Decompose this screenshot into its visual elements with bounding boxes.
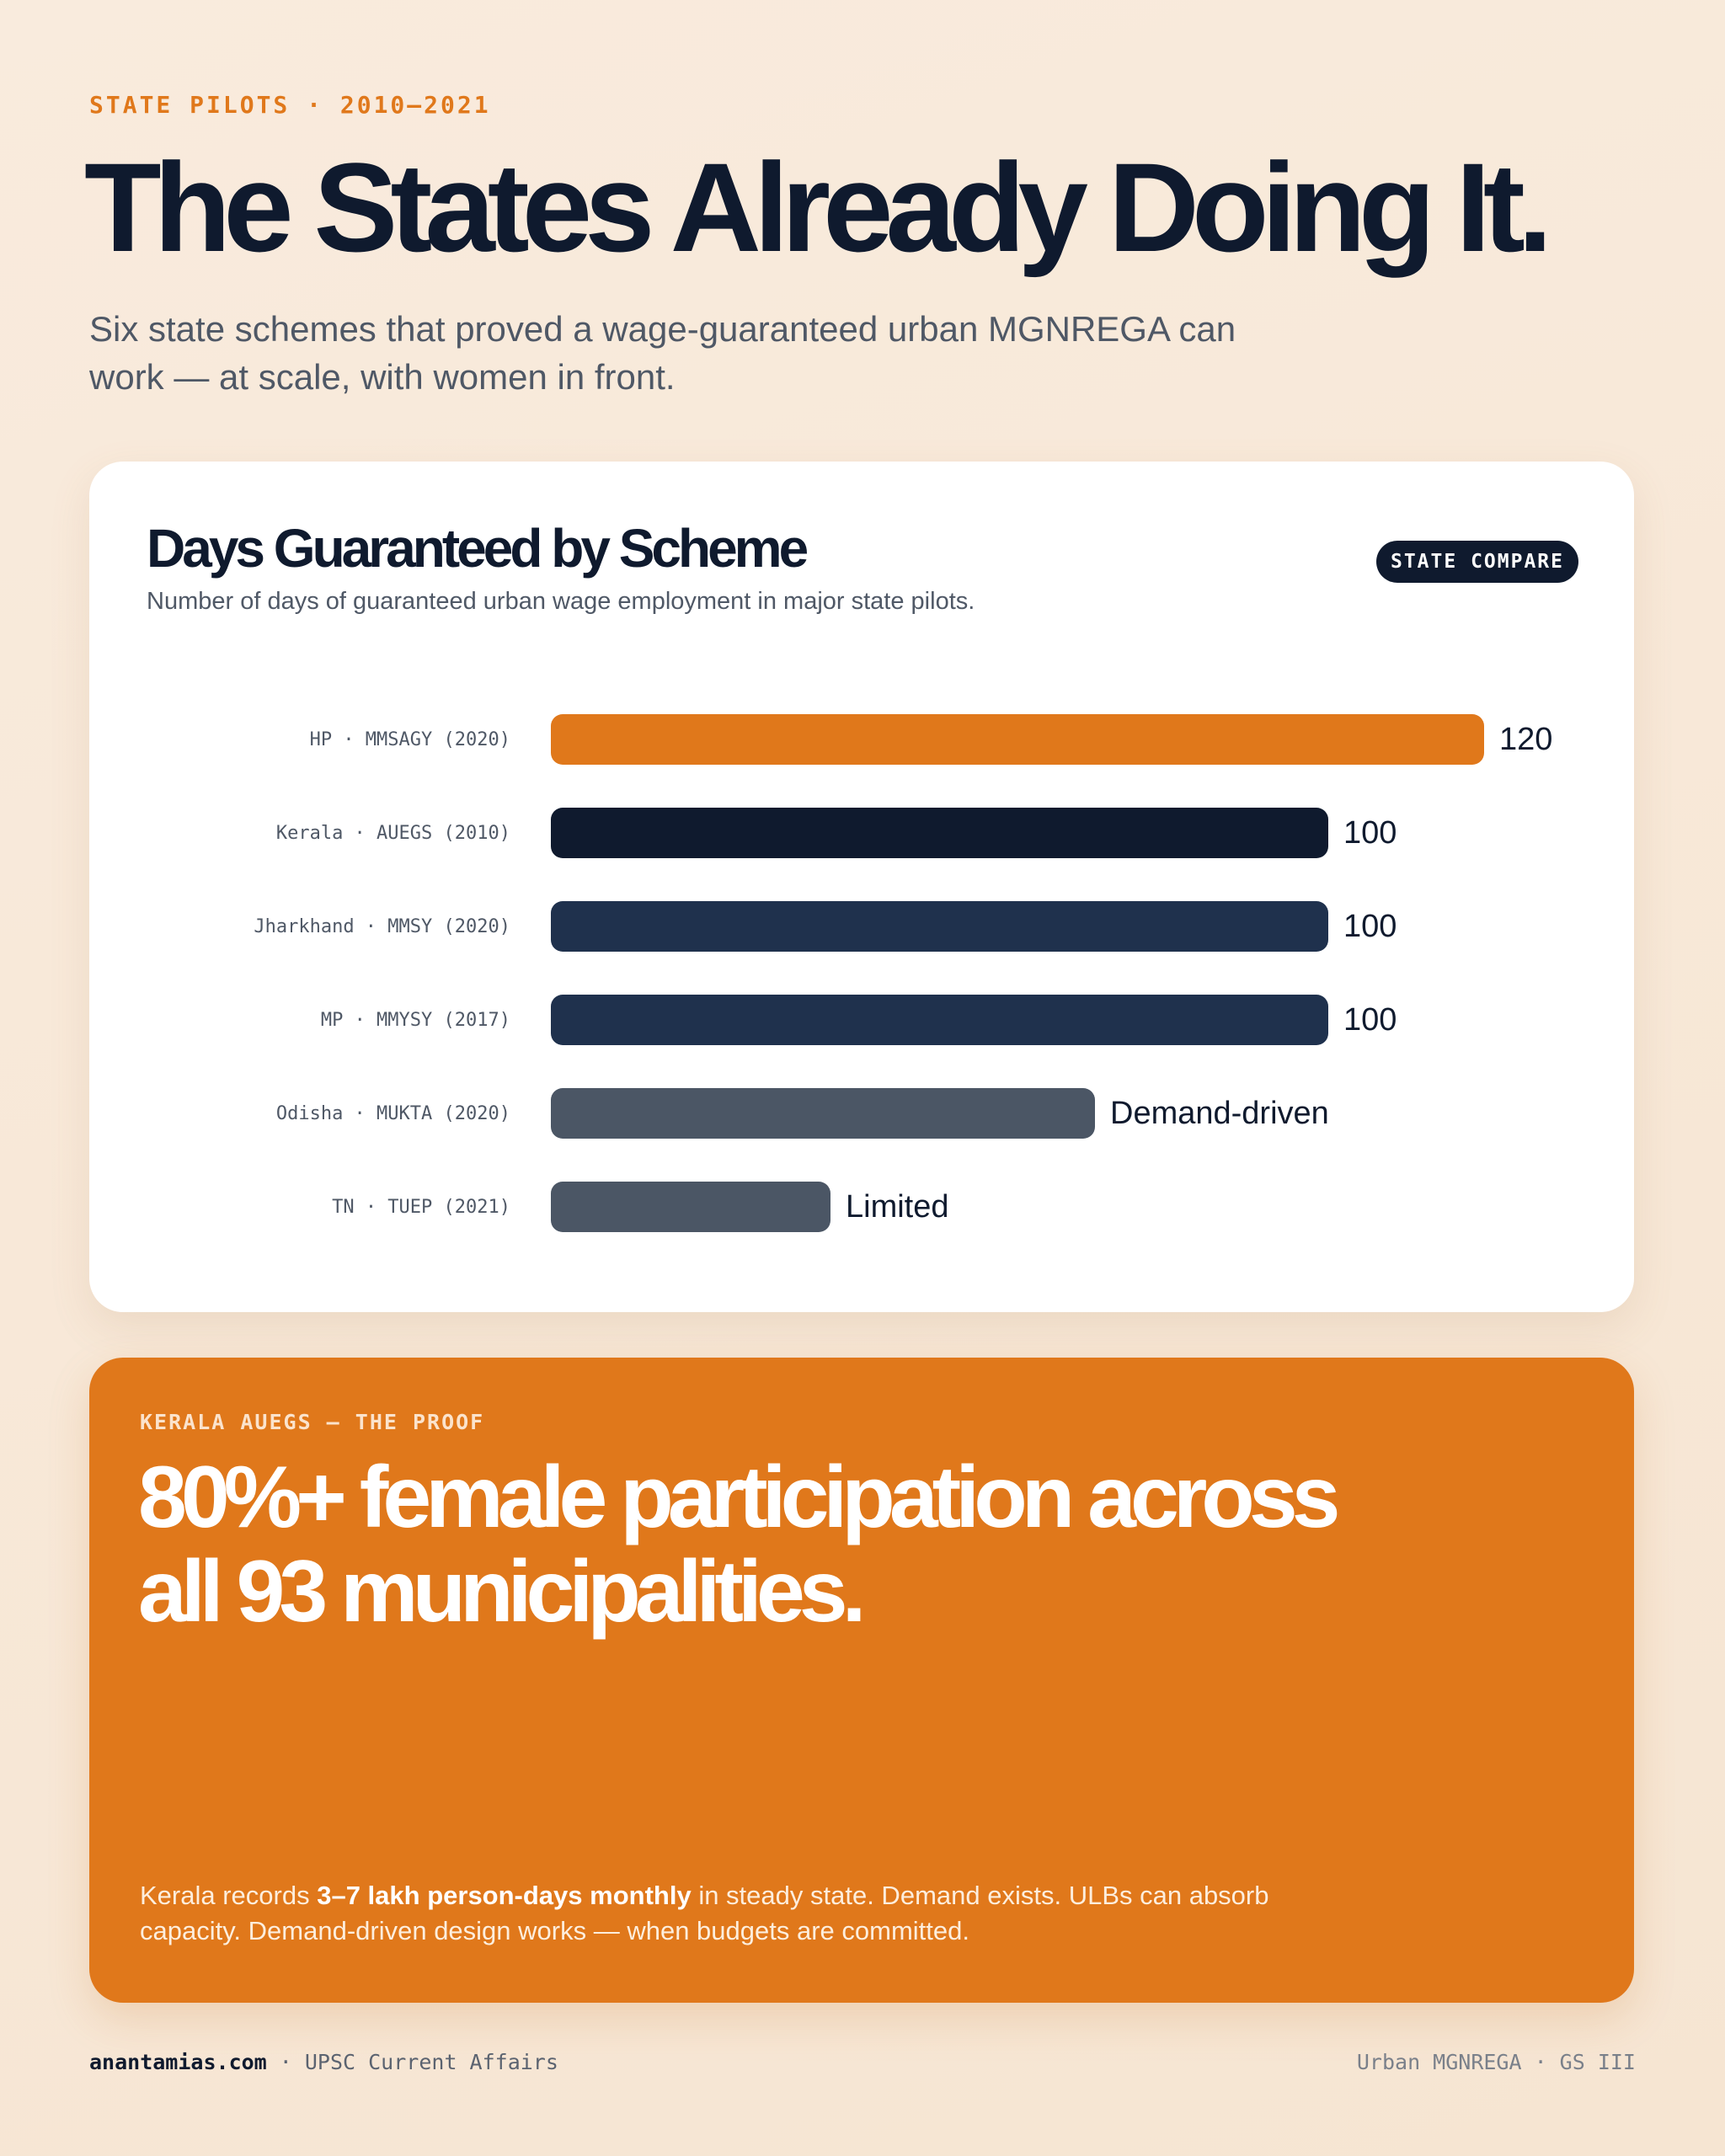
- bar-category-label: Jharkhand · MMSY (2020): [254, 915, 510, 937]
- footer-tagline: UPSC Current Affairs: [304, 2050, 558, 2074]
- bar-value-label: 120: [1499, 721, 1553, 757]
- proof-body: Kerala records 3–7 lakh person-days mont…: [140, 1878, 1319, 1949]
- bar-chart: HP · MMSAGY (2020) 120 Kerala · AUEGS (201…: [89, 714, 1634, 1253]
- proof-card: KERALA AUEGS — THE PROOF 80%+ female par…: [89, 1358, 1634, 2003]
- bar: [551, 714, 1484, 765]
- bar-category-label: TN · TUEP (2021): [332, 1196, 510, 1218]
- proof-body-pre: Kerala records: [140, 1881, 318, 1910]
- bar-value-label: 100: [1343, 908, 1397, 944]
- proof-headline-line2: all 93 municipalities.: [138, 1543, 867, 1641]
- bar-category-label: Odisha · MUKTA (2020): [275, 1102, 510, 1124]
- bar-category-label: HP · MMSAGY (2020): [309, 728, 510, 750]
- footer-left: anantamias.com · UPSC Current Affairs: [89, 2050, 558, 2074]
- bar-row: Jharkhand · MMSY (2020) 100: [89, 901, 1634, 952]
- bar-category-label: Kerala · AUEGS (2010): [275, 822, 510, 844]
- proof-body-post: in steady state. Demand exists. ULBs can…: [140, 1881, 1269, 1945]
- eyebrow-label: STATE PILOTS · 2010–2021: [89, 91, 491, 119]
- bar-value-label: 100: [1343, 814, 1397, 851]
- footer-separator: ·: [266, 2050, 305, 2074]
- bar-value-label: Limited: [846, 1188, 949, 1225]
- chart-title: Days Guaranteed by Scheme: [147, 518, 809, 579]
- bar-row: HP · MMSAGY (2020) 120: [89, 714, 1634, 765]
- bar-row: MP · MMYSY (2017) 100: [89, 995, 1634, 1045]
- proof-headline-line1: 80%+ female participation across: [138, 1449, 1340, 1546]
- page-subtitle: Six state schemes that proved a wage-gua…: [89, 309, 1236, 397]
- proof-headline: 80%+ female participation across all 93 …: [138, 1450, 1570, 1639]
- state-compare-badge: STATE COMPARE: [1376, 541, 1578, 583]
- bar: [551, 1182, 830, 1232]
- page-title: The States Already Doing It.: [84, 136, 1552, 278]
- bar: [551, 901, 1328, 952]
- chart-card: Days Guaranteed by Scheme Number of days…: [89, 462, 1634, 1312]
- bar-category-label: MP · MMYSY (2017): [320, 1009, 510, 1031]
- footer-right: Urban MGNREGA · GS III: [1356, 2050, 1636, 2074]
- bar: [551, 995, 1328, 1045]
- bar-row: Odisha · MUKTA (2020) Demand-driven: [89, 1088, 1634, 1139]
- bar-value-label: Demand-driven: [1110, 1095, 1329, 1131]
- bar: [551, 1088, 1095, 1139]
- bar-row: Kerala · AUEGS (2010) 100: [89, 808, 1634, 858]
- proof-eyebrow: KERALA AUEGS — THE PROOF: [140, 1410, 485, 1434]
- bar-row: TN · TUEP (2021) Limited: [89, 1182, 1634, 1232]
- chart-subtitle: Number of days of guaranteed urban wage …: [147, 588, 975, 615]
- bar-value-label: 100: [1343, 1001, 1397, 1038]
- proof-body-highlight: 3–7 lakh person-days monthly: [317, 1881, 692, 1910]
- bar: [551, 808, 1328, 858]
- footer-site-link[interactable]: anantamias.com: [89, 2050, 267, 2074]
